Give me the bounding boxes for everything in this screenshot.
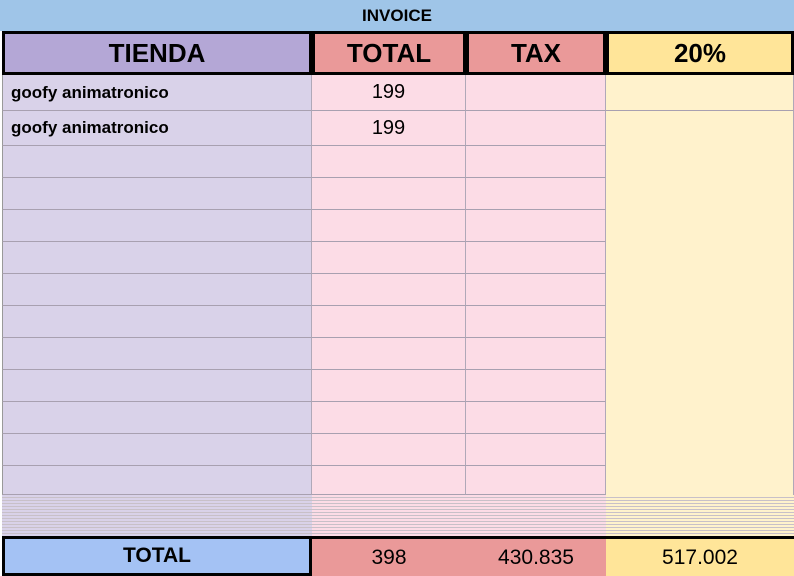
- empty-cell: [606, 434, 794, 466]
- empty-cell: [466, 402, 606, 434]
- empty-cell: [606, 178, 794, 210]
- table-cell: 199: [312, 111, 466, 146]
- empty-cell: [606, 146, 794, 178]
- empty-cell: [466, 434, 606, 466]
- empty-cell: [466, 146, 606, 178]
- empty-cell: [312, 146, 466, 178]
- table-cell: goofy animatronico: [2, 75, 312, 111]
- empty-cell: [606, 466, 794, 495]
- column-header: TAX: [466, 31, 606, 75]
- column-header: TIENDA: [2, 31, 312, 75]
- table-cell: goofy animatronico: [2, 111, 312, 146]
- empty-cell: [312, 210, 466, 242]
- empty-cell: [2, 178, 312, 210]
- empty-cell: [312, 370, 466, 402]
- empty-cell: [2, 466, 312, 495]
- empty-cell: [2, 274, 312, 306]
- empty-cell: [466, 370, 606, 402]
- empty-cell: [466, 338, 606, 370]
- empty-cell: [466, 274, 606, 306]
- empty-cell: [312, 402, 466, 434]
- footer-cell: TOTAL: [2, 536, 312, 576]
- empty-cell: [466, 210, 606, 242]
- empty-cell: [466, 178, 606, 210]
- empty-cell: [2, 370, 312, 402]
- empty-cell: [606, 370, 794, 402]
- row-separator: [312, 495, 466, 536]
- column-header: TOTAL: [312, 31, 466, 75]
- empty-cell: [466, 242, 606, 274]
- empty-cell: [312, 306, 466, 338]
- row-separator: [2, 495, 312, 536]
- empty-cell: [606, 75, 794, 111]
- empty-cell: [2, 242, 312, 274]
- empty-cell: [606, 111, 794, 146]
- empty-cell: [466, 466, 606, 495]
- empty-cell: [2, 402, 312, 434]
- empty-cell: [606, 306, 794, 338]
- empty-cell: [2, 306, 312, 338]
- empty-cell: [2, 146, 312, 178]
- empty-cell: [2, 434, 312, 466]
- empty-cell: [606, 338, 794, 370]
- footer-cell: 398: [312, 536, 466, 576]
- empty-cell: [606, 242, 794, 274]
- empty-cell: [466, 111, 606, 146]
- table-cell: 199: [312, 75, 466, 111]
- empty-cell: [312, 434, 466, 466]
- empty-cell: [466, 75, 606, 111]
- empty-cell: [606, 274, 794, 306]
- empty-cell: [466, 306, 606, 338]
- empty-cell: [2, 338, 312, 370]
- row-separator: [466, 495, 606, 536]
- empty-cell: [312, 242, 466, 274]
- row-separator: [606, 495, 794, 536]
- empty-cell: [312, 178, 466, 210]
- sheet-title: INVOICE: [0, 0, 794, 31]
- empty-cell: [312, 274, 466, 306]
- empty-cell: [606, 402, 794, 434]
- footer-cell: 517.002: [606, 536, 794, 576]
- empty-cell: [312, 466, 466, 495]
- empty-cell: [606, 210, 794, 242]
- footer-cell: 430.835: [466, 536, 606, 576]
- empty-cell: [312, 338, 466, 370]
- column-header: 20%: [606, 31, 794, 75]
- empty-cell: [2, 210, 312, 242]
